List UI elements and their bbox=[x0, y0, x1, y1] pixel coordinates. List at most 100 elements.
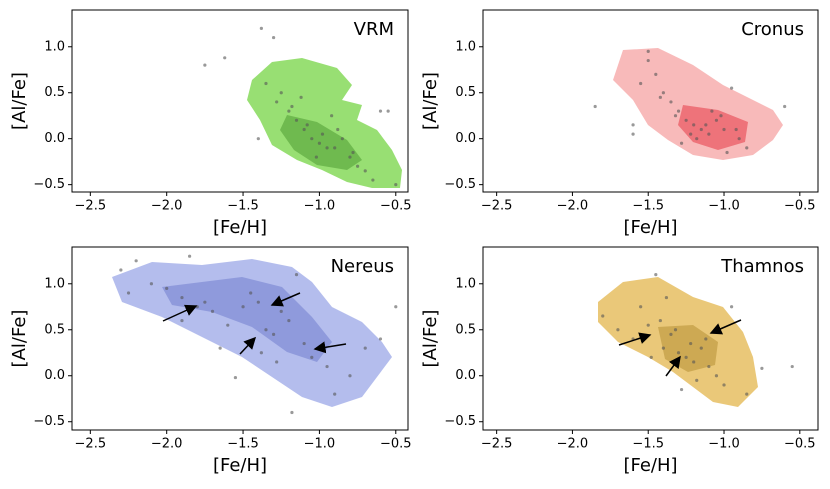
point bbox=[669, 100, 673, 104]
x-tick-label: −2.0 bbox=[557, 437, 589, 452]
point bbox=[223, 56, 227, 60]
point bbox=[658, 95, 662, 99]
arrow bbox=[162, 304, 198, 322]
point bbox=[714, 374, 719, 378]
point bbox=[287, 318, 291, 323]
plot-frame bbox=[71, 246, 409, 431]
point bbox=[684, 118, 688, 122]
panel-title: Cronus bbox=[741, 19, 804, 40]
point bbox=[760, 366, 764, 370]
point bbox=[210, 309, 215, 313]
x-tick-label: −2.5 bbox=[481, 437, 513, 452]
panel: −2.5 −2.0 −1.5 −1.0 −0.5 −0.5 0.0 0.5 1.0 [Fe/H] [… bbox=[420, 246, 819, 476]
point bbox=[314, 155, 318, 159]
point bbox=[299, 95, 303, 99]
point bbox=[692, 123, 696, 127]
point bbox=[351, 150, 355, 155]
plot-frame bbox=[482, 9, 819, 193]
y-axis-label: [Al/Fe] bbox=[420, 310, 441, 368]
point bbox=[654, 272, 658, 277]
x-tick-label: −1.0 bbox=[304, 199, 336, 214]
x-tick-label: −1.5 bbox=[632, 437, 664, 452]
point bbox=[689, 341, 693, 346]
point bbox=[233, 375, 238, 380]
point bbox=[790, 364, 794, 369]
point bbox=[272, 35, 276, 40]
x-axis-label: [Fe/H] bbox=[213, 217, 267, 238]
y-tick-label: −0.5 bbox=[33, 414, 65, 429]
point bbox=[631, 132, 635, 136]
y-axis-label: [Al/Fe] bbox=[9, 310, 30, 368]
point bbox=[218, 346, 222, 350]
y-tick-label: 1.0 bbox=[44, 276, 65, 291]
point bbox=[302, 127, 306, 132]
plot-frame bbox=[71, 9, 409, 193]
y-tick-label: 0.5 bbox=[44, 322, 65, 337]
point bbox=[294, 118, 299, 122]
point bbox=[631, 123, 635, 127]
y-tick-label: 0.5 bbox=[455, 85, 476, 100]
point bbox=[165, 286, 169, 290]
point bbox=[333, 146, 337, 150]
point bbox=[722, 127, 726, 132]
point bbox=[180, 295, 184, 300]
point bbox=[188, 254, 192, 258]
point bbox=[279, 309, 283, 313]
point bbox=[593, 104, 597, 109]
y-axis-label: [Al/Fe] bbox=[420, 72, 441, 130]
panel-title: Thamnos bbox=[720, 256, 804, 277]
point bbox=[348, 155, 352, 159]
point bbox=[336, 127, 340, 132]
x-axis-label: [Fe/H] bbox=[623, 217, 677, 238]
y-tick-label: 0.5 bbox=[44, 85, 65, 100]
plot-frame bbox=[482, 246, 819, 431]
point bbox=[394, 305, 398, 309]
point bbox=[226, 323, 230, 327]
x-tick-label: −2.0 bbox=[557, 199, 589, 214]
x-axis-label: [Fe/H] bbox=[623, 455, 677, 476]
point bbox=[310, 355, 314, 359]
panel: −2.5 −2.0 −1.5 −1.0 −0.5 −0.5 0.0 0.5 1.0 [Fe/H] [… bbox=[9, 246, 412, 476]
point bbox=[264, 81, 268, 86]
x-tick-label: −1.0 bbox=[304, 437, 336, 452]
point bbox=[363, 346, 367, 350]
panel-title: Nereus bbox=[331, 256, 394, 277]
point bbox=[601, 314, 605, 318]
point bbox=[330, 114, 334, 118]
x-tick-label: −2.5 bbox=[481, 199, 513, 214]
y-tick-label: 1.0 bbox=[455, 276, 476, 291]
point bbox=[325, 364, 329, 369]
x-tick-label: −1.5 bbox=[227, 437, 259, 452]
point bbox=[310, 137, 314, 141]
point bbox=[275, 360, 279, 364]
arrow bbox=[618, 332, 652, 346]
point bbox=[356, 164, 360, 168]
point bbox=[195, 305, 199, 309]
point bbox=[275, 100, 279, 104]
x-tick-label: −1.0 bbox=[708, 199, 740, 214]
point bbox=[734, 127, 738, 132]
x-tick-label: −2.0 bbox=[151, 437, 183, 452]
point bbox=[684, 355, 688, 359]
point bbox=[290, 104, 294, 109]
point bbox=[241, 305, 245, 309]
x-tick-label: −2.5 bbox=[75, 437, 107, 452]
point bbox=[714, 118, 719, 122]
point bbox=[616, 328, 620, 332]
x-axis-label: [Fe/H] bbox=[213, 455, 267, 476]
arrow bbox=[665, 355, 681, 377]
point bbox=[203, 63, 207, 67]
point bbox=[279, 91, 283, 95]
point bbox=[673, 328, 678, 332]
point bbox=[126, 291, 131, 295]
point bbox=[658, 318, 662, 323]
y-tick-label: −0.5 bbox=[33, 177, 65, 192]
point bbox=[722, 383, 726, 387]
point bbox=[290, 410, 294, 415]
y-tick-label: 0.0 bbox=[44, 131, 65, 146]
point bbox=[302, 341, 306, 346]
point bbox=[134, 259, 138, 263]
point bbox=[646, 323, 650, 327]
y-tick-label: 0.0 bbox=[44, 368, 65, 383]
x-tick-label: −0.5 bbox=[380, 199, 412, 214]
